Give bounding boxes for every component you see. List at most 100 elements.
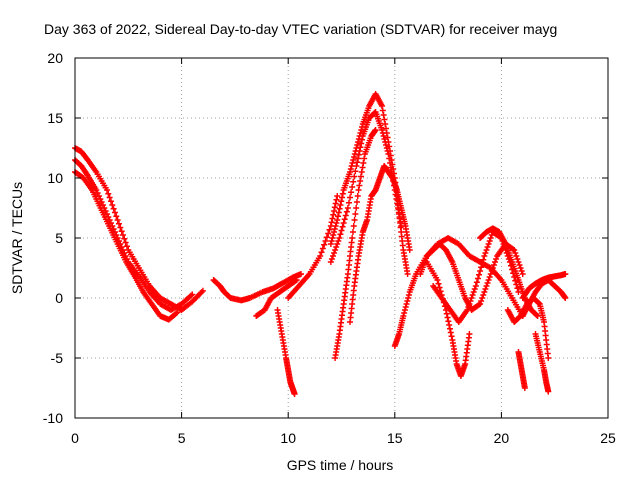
- data-point: [351, 173, 358, 180]
- data-point: [372, 127, 379, 133]
- data-point: [482, 286, 489, 292]
- data-point: [354, 142, 361, 148]
- data-point: [105, 190, 112, 197]
- data-point: [336, 235, 343, 241]
- data-point: [330, 211, 337, 218]
- data-point: [355, 151, 362, 158]
- data-point: [349, 160, 356, 166]
- data-point: [330, 232, 337, 238]
- data-point: [510, 246, 517, 253]
- data-point: [383, 142, 390, 148]
- data-point: [122, 239, 129, 246]
- data-point: [360, 160, 367, 166]
- data-point: [114, 217, 121, 223]
- data-point: [521, 385, 528, 391]
- data-point: [335, 209, 342, 216]
- data-point: [331, 226, 338, 232]
- data-point: [404, 298, 411, 304]
- series-arc-14: [423, 259, 473, 379]
- data-point: [318, 249, 325, 256]
- x-tick-label: 20: [494, 430, 510, 446]
- x-tick-label: 10: [280, 430, 296, 446]
- data-point: [404, 271, 411, 277]
- x-tick-label: 5: [178, 430, 186, 446]
- data-point: [486, 274, 493, 280]
- data-point: [329, 215, 336, 222]
- data-point: [103, 187, 110, 193]
- data-point: [406, 247, 413, 253]
- data-point: [478, 298, 485, 304]
- data-point: [321, 241, 328, 248]
- data-point: [351, 154, 358, 160]
- data-point: [436, 284, 443, 291]
- data-point: [489, 265, 496, 271]
- data-point: [382, 139, 389, 145]
- data-point: [405, 295, 412, 301]
- data-point: [485, 241, 492, 247]
- data-point: [446, 322, 453, 328]
- data-point: [467, 298, 474, 304]
- data-point: [465, 304, 472, 310]
- data-point: [328, 256, 335, 262]
- y-tick-label: 5: [55, 230, 63, 246]
- data-point: [484, 244, 491, 250]
- data-point: [332, 200, 339, 207]
- y-tick-label: 0: [55, 290, 63, 306]
- data-point: [345, 199, 352, 206]
- data-point: [297, 271, 304, 277]
- data-point: [484, 280, 491, 286]
- data-point: [493, 256, 500, 262]
- data-point: [119, 232, 126, 238]
- data-point: [443, 310, 450, 317]
- series-arc-7: [285, 193, 341, 301]
- data-point: [327, 241, 334, 247]
- y-tick-label: -5: [51, 350, 64, 366]
- data-point: [387, 164, 394, 171]
- data-point: [488, 268, 495, 274]
- data-point: [344, 205, 351, 211]
- data-point: [474, 275, 481, 282]
- data-point: [562, 295, 569, 301]
- data-point: [336, 205, 343, 212]
- data-point: [486, 238, 493, 244]
- series-arc-11: [347, 163, 413, 325]
- data-point: [482, 250, 489, 256]
- data-point: [293, 277, 300, 283]
- data-point: [342, 212, 349, 219]
- data-point: [337, 231, 344, 238]
- data-point: [347, 194, 354, 201]
- series-arc-21: [515, 349, 528, 391]
- data-point: [349, 235, 356, 241]
- data-point: [292, 277, 299, 284]
- data-point: [329, 253, 336, 259]
- data-point: [350, 223, 357, 229]
- data-point: [402, 304, 409, 310]
- data-point: [353, 205, 360, 211]
- data-point: [333, 196, 340, 203]
- data-point: [339, 190, 346, 197]
- data-point: [348, 189, 355, 196]
- data-point: [352, 168, 359, 175]
- data-point: [480, 292, 487, 298]
- data-point: [513, 253, 520, 259]
- data-point: [350, 178, 357, 185]
- data-point: [382, 121, 389, 127]
- data-point: [476, 301, 483, 308]
- y-tick-label: -10: [43, 410, 63, 426]
- data-point: [403, 301, 410, 307]
- data-point: [327, 259, 334, 265]
- data-point: [350, 157, 357, 163]
- data-point: [518, 268, 525, 274]
- data-point: [333, 220, 340, 226]
- data-marks: [72, 91, 569, 397]
- data-point: [405, 292, 412, 298]
- data-point: [113, 213, 120, 220]
- data-point: [111, 209, 118, 216]
- data-point: [472, 283, 479, 289]
- data-point: [356, 182, 363, 189]
- data-point: [514, 285, 521, 292]
- data-point: [481, 253, 488, 259]
- data-point: [329, 235, 336, 241]
- data-point: [515, 289, 522, 295]
- data-point: [445, 318, 452, 325]
